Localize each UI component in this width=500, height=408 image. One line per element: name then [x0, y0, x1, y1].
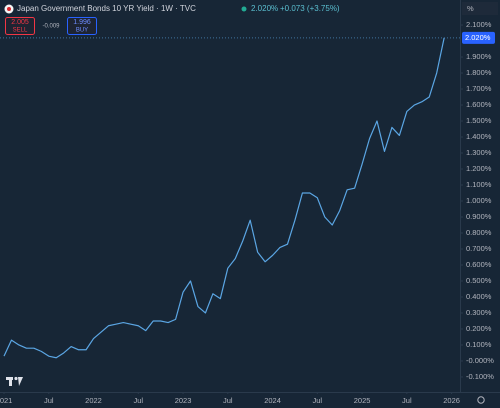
x-tick-label: 2025	[354, 396, 371, 405]
settings-icon[interactable]	[477, 396, 485, 404]
y-tick-label: 1.400%	[466, 132, 492, 141]
x-tick-label: 2026	[443, 396, 460, 405]
y-tick-label: 1.200%	[466, 164, 492, 173]
yield-line	[3, 37, 445, 359]
y-tick-label: 0.600%	[466, 260, 492, 269]
y-tick-label: 1.900%	[466, 52, 492, 61]
price-tag-label: 2.020%	[465, 33, 491, 42]
market-status	[241, 6, 247, 12]
x-tick-label: Jul	[223, 396, 233, 405]
tv-logo	[6, 376, 23, 386]
y-tick-label: -0.100%	[466, 372, 494, 381]
buy-button[interactable]	[67, 17, 97, 35]
y-tick-label: 0.800%	[466, 228, 492, 237]
symbol-title[interactable]: Japan Government Bonds 10 YR Yield · 1W …	[17, 4, 196, 13]
y-tick-label: 0.400%	[466, 292, 492, 301]
y-tick-label: 1.600%	[466, 100, 492, 109]
price-tag	[462, 31, 495, 44]
y-tick-label: 0.300%	[466, 308, 492, 317]
x-tick-label: 2024	[264, 396, 281, 405]
buy-label: BUY	[76, 28, 88, 34]
x-tick-label: Jul	[44, 396, 54, 405]
last-price: 2.020%	[251, 4, 278, 13]
y-tick-label: 1.500%	[466, 116, 492, 125]
y-tick-label: 0.700%	[466, 244, 492, 253]
price-change: +0.073 (+3.75%)	[280, 4, 340, 13]
y-tick-label: 2.100%	[466, 20, 492, 29]
y-tick-label: 0.900%	[466, 212, 492, 221]
x-tick-label: Jul	[133, 396, 143, 405]
y-tick-label: 0.200%	[466, 324, 492, 333]
flag-dot	[7, 7, 11, 11]
sell-price: 2.005	[11, 19, 29, 26]
sell-button[interactable]	[5, 17, 35, 35]
y-tick-label: -0.000%	[466, 356, 494, 365]
y-tick-label: 1.800%	[466, 68, 492, 77]
scale-button[interactable]: %	[467, 4, 474, 13]
sell-label: SELL	[13, 28, 28, 34]
x-tick-label: 2022	[85, 396, 102, 405]
x-tick-label: 2023	[175, 396, 192, 405]
y-tick-label: 1.700%	[466, 84, 492, 93]
spread: -0.009	[42, 24, 60, 30]
x-tick-label: Jul	[402, 396, 412, 405]
y-tick-label: 0.100%	[466, 340, 492, 349]
y-tick-label: 1.100%	[466, 180, 492, 189]
buy-price: 1.996	[73, 19, 91, 26]
scale-button-bg[interactable]	[462, 2, 498, 15]
y-tick-label: 1.000%	[466, 196, 492, 205]
y-tick-label: 0.500%	[466, 276, 492, 285]
x-tick-label: Jul	[313, 396, 323, 405]
y-tick-label: 1.300%	[466, 148, 492, 157]
x-tick-label: 2021	[0, 396, 12, 405]
